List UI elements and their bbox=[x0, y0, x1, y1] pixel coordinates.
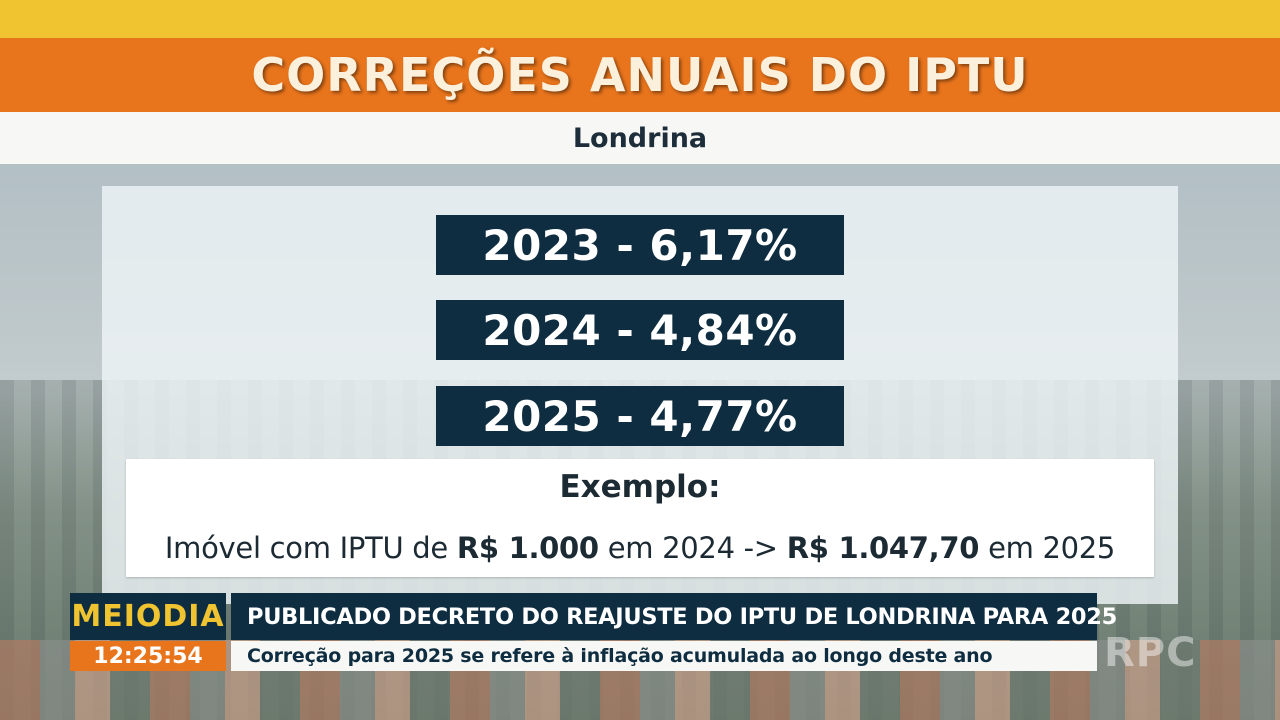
subheadline-text: Correção para 2025 se refere à inflação … bbox=[247, 645, 993, 667]
subtitle-bar: Londrina bbox=[0, 112, 1280, 164]
example-text: Imóvel com IPTU de R$ 1.000 em 2024 -> R… bbox=[126, 531, 1154, 565]
channel-watermark-logo: RPC bbox=[1104, 630, 1197, 676]
rate-badge-2025: 2025 - 4,77% bbox=[436, 386, 844, 446]
title-bar: CORREÇÕES ANUAIS DO IPTU bbox=[0, 38, 1280, 112]
example-value-2025: R$ 1.047,70 bbox=[786, 531, 980, 565]
page-title: CORREÇÕES ANUAIS DO IPTU bbox=[251, 48, 1029, 102]
rate-label: 2023 - 6,17% bbox=[482, 220, 798, 270]
subheadline-bar: Correção para 2025 se refere à inflação … bbox=[231, 641, 1097, 671]
example-value-2024: R$ 1.000 bbox=[456, 531, 599, 565]
example-text-part: Imóvel com IPTU de bbox=[164, 531, 457, 565]
program-logo: MEIODIA bbox=[70, 593, 226, 640]
headline-text: PUBLICADO DECRETO DO REAJUSTE DO IPTU DE… bbox=[247, 603, 1117, 630]
example-box: Exemplo: Imóvel com IPTU de R$ 1.000 em … bbox=[126, 459, 1154, 577]
example-text-part: em 2024 -> bbox=[598, 531, 787, 565]
headline-bar: PUBLICADO DECRETO DO REAJUSTE DO IPTU DE… bbox=[231, 593, 1117, 640]
rate-label: 2025 - 4,77% bbox=[482, 391, 798, 441]
top-stripe bbox=[0, 0, 1280, 38]
clock-time: 12:25:54 bbox=[93, 643, 203, 669]
example-text-part: em 2025 bbox=[979, 531, 1116, 565]
rate-badge-2023: 2023 - 6,17% bbox=[436, 215, 844, 275]
city-name: Londrina bbox=[572, 122, 708, 154]
example-title: Exemplo: bbox=[559, 469, 721, 505]
clock-badge: 12:25:54 bbox=[70, 641, 226, 671]
program-name: MEIODIA bbox=[71, 599, 225, 634]
rate-badge-2024: 2024 - 4,84% bbox=[436, 300, 844, 360]
rate-label: 2024 - 4,84% bbox=[482, 305, 798, 355]
